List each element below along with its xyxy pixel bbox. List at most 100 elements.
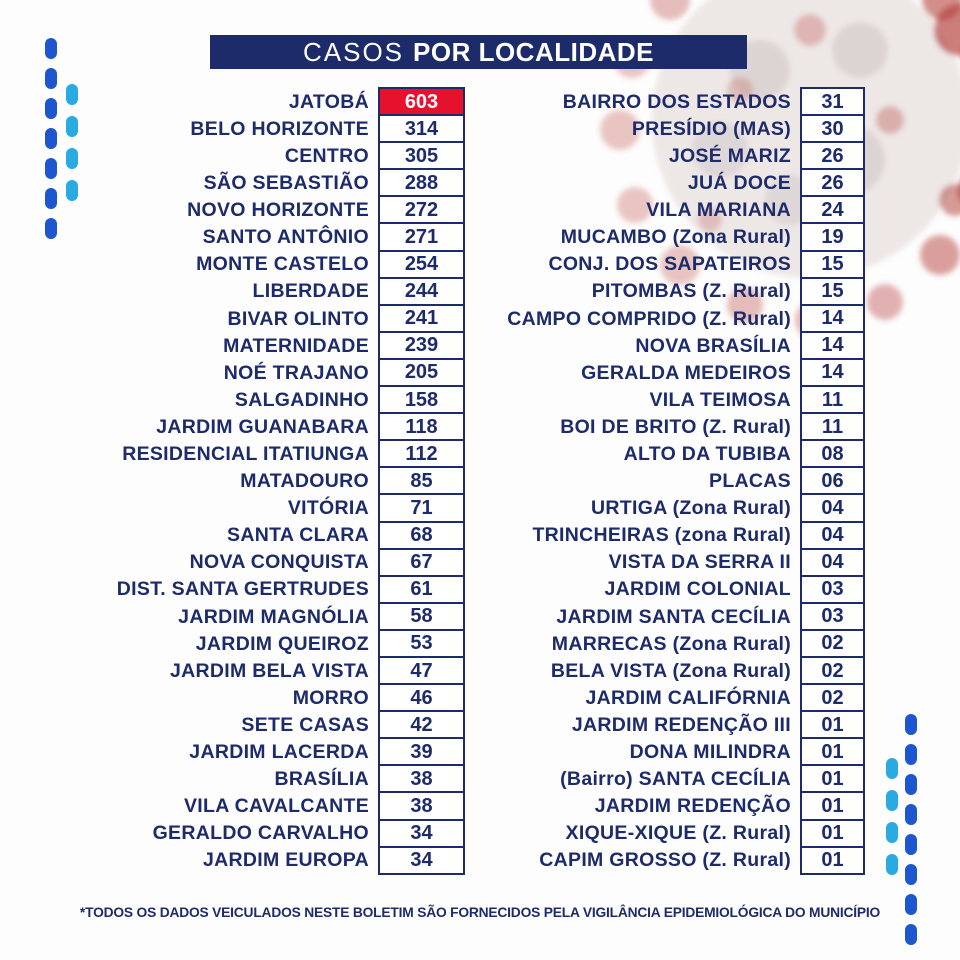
footer-note: *TODOS OS DADOS VEICULADOS NESTE BOLETIM…	[79, 905, 881, 920]
locality-label: JARDIM GUANABARA	[156, 415, 369, 438]
table-row: DIST. SANTA GERTRUDES 61	[0, 574, 465, 604]
locality-label: BIVAR OLINTO	[227, 307, 369, 330]
case-count-box: 42	[378, 710, 465, 740]
case-count-box: 11	[800, 385, 865, 415]
locality-label: MONTE CASTELO	[196, 253, 369, 276]
case-count-box: 239	[378, 330, 465, 360]
case-count-box: 38	[378, 791, 465, 821]
case-count-box: 04	[800, 493, 865, 523]
dash-icon	[905, 744, 917, 765]
table-row: SALGADINHO 158	[0, 385, 465, 415]
case-count-box: 06	[800, 466, 865, 496]
table-row: JARDIM REDENÇÃO 01	[470, 791, 865, 821]
table-row: CONJ. DOS SAPATEIROS 15	[470, 249, 865, 279]
locality-label: BAIRRO DOS ESTADOS	[562, 90, 791, 113]
table-row: NOÉ TRAJANO 205	[0, 357, 465, 388]
table-row: BIVAR OLINTO 241	[0, 303, 465, 333]
case-count-box: 53	[378, 628, 465, 658]
table-row: MATERNIDADE 239	[0, 330, 465, 360]
case-count-box: 11	[800, 412, 865, 442]
case-count-box: 15	[800, 276, 865, 306]
table-row: JARDIM EUROPA 34	[0, 845, 465, 875]
table-row: LIBERDADE 244	[0, 276, 465, 306]
table-row: JARDIM LACERDA 39	[0, 737, 465, 767]
case-count-box: 01	[800, 791, 865, 821]
locality-label: JATOBÁ	[288, 90, 369, 113]
table-row: ALTO DA TUBIBA 08	[470, 439, 865, 469]
case-count-box: 24	[800, 195, 865, 225]
case-count-box: 08	[800, 439, 865, 469]
table-row: MATADOURO 85	[0, 466, 465, 496]
locality-label: GERALDO CARVALHO	[152, 822, 369, 845]
locality-label: XIQUE-XIQUE (Z. Rural)	[565, 822, 791, 845]
case-count-box: 14	[800, 357, 865, 388]
locality-label: BOI DE BRITO (Z. Rural)	[560, 415, 791, 438]
table-row: VILA MARIANA 24	[470, 195, 865, 225]
locality-label: MATERNIDADE	[223, 334, 369, 357]
header-title-normal: CASOS	[302, 37, 405, 67]
table-row: JARDIM SANTA CECÍLIA 03	[470, 601, 865, 631]
case-count-box: 46	[378, 683, 465, 713]
case-count-box: 01	[800, 818, 865, 848]
header-banner: CASOS POR LOCALIDADE	[210, 35, 747, 69]
locality-label: MORRO	[292, 686, 369, 709]
locality-label: (Bairro) SANTA CECÍLIA	[560, 768, 791, 791]
locality-label: RESIDENCIAL ITATIUNGA	[122, 443, 369, 466]
locality-label: JUÁ DOCE	[687, 172, 791, 195]
locality-label: DONA MILINDRA	[629, 741, 791, 764]
dash-icon	[905, 804, 917, 825]
dash-line-bottom-right-dark	[905, 714, 917, 954]
case-count-box: 603	[378, 87, 465, 117]
case-count-box: 305	[378, 141, 465, 171]
locality-label: NOVA BRASÍLIA	[635, 334, 791, 357]
case-count-box: 15	[800, 249, 865, 279]
table-row: JOSÉ MARIZ 26	[470, 141, 865, 171]
locality-label: JARDIM REDENÇÃO III	[571, 713, 791, 736]
header-title-bold: POR LOCALIDADE	[413, 37, 655, 67]
table-row: PITOMBAS (Z. Rural) 15	[470, 276, 865, 306]
table-row: VISTA DA SERRA II 04	[470, 547, 865, 577]
table-row: (Bairro) SANTA CECÍLIA 01	[470, 764, 865, 794]
case-count-box: 02	[800, 628, 865, 658]
table-row: NOVA BRASÍLIA 14	[470, 330, 865, 360]
table-row: BELO HORIZONTE 314	[0, 114, 465, 144]
case-count-box: 14	[800, 303, 865, 333]
dash-icon	[66, 116, 78, 137]
dash-line-top-left-light	[66, 84, 78, 212]
locality-label: TRINCHEIRAS (zona Rural)	[532, 524, 791, 547]
case-count-box: 19	[800, 222, 865, 252]
locality-label: LIBERDADE	[252, 280, 369, 303]
locality-label: CAPIM GROSSO (Z. Rural)	[539, 849, 791, 872]
table-row: JARDIM BELA VISTA 47	[0, 655, 465, 686]
locality-label: DIST. SANTA GERTRUDES	[116, 578, 369, 601]
table-row: MORRO 46	[0, 683, 465, 713]
table-row: SÃO SEBASTIÃO 288	[0, 168, 465, 198]
table-row: JARDIM CALIFÓRNIA 02	[470, 683, 865, 713]
dash-icon	[886, 790, 898, 811]
table-row: URTIGA (Zona Rural) 04	[470, 493, 865, 523]
dash-icon	[45, 218, 57, 239]
table-row: TRINCHEIRAS (zona Rural) 04	[470, 520, 865, 550]
dash-icon	[45, 158, 57, 179]
dash-icon	[886, 854, 898, 875]
dash-icon	[905, 924, 917, 945]
dash-icon	[905, 774, 917, 795]
table-row: NOVA CONQUISTA 67	[0, 547, 465, 577]
locality-label: BELO HORIZONTE	[190, 117, 369, 140]
table-row: CAPIM GROSSO (Z. Rural) 01	[470, 845, 865, 875]
case-count-box: 205	[378, 357, 465, 388]
locality-label: VISTA DA SERRA II	[608, 551, 791, 574]
case-count-box: 30	[800, 114, 865, 144]
dash-icon	[905, 894, 917, 915]
table-row: SANTA CLARA 68	[0, 520, 465, 550]
dash-icon	[905, 714, 917, 735]
locality-label: NOVA CONQUISTA	[189, 551, 369, 574]
dash-icon	[905, 834, 917, 855]
case-count-box: 01	[800, 845, 865, 875]
locality-label: BRASÍLIA	[274, 768, 369, 791]
dash-icon	[66, 84, 78, 105]
case-count-box: 01	[800, 737, 865, 767]
locality-label: SETE CASAS	[241, 713, 369, 736]
locality-label: VITÓRIA	[287, 497, 369, 520]
case-count-box: 288	[378, 168, 465, 198]
